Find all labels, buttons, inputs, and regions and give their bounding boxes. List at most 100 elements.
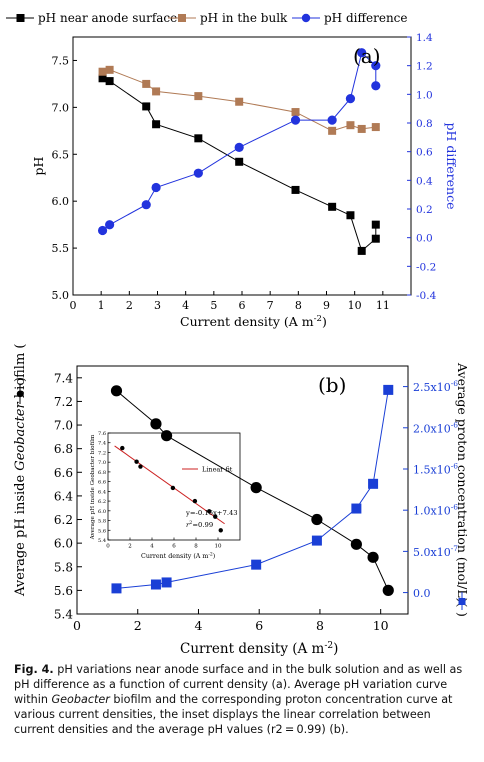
caption-label: Fig. 4. — [14, 663, 54, 676]
y-axis-label-a: pH — [31, 156, 46, 175]
inset-y-tick-label: 6.0 — [98, 509, 106, 515]
y2-tick-label-b: 0.0 — [413, 587, 431, 600]
x-tick-label-a: 0 — [70, 299, 77, 312]
inset-x-tick-label: 4 — [150, 544, 154, 550]
inset-point — [170, 485, 176, 491]
legend-anode: pH near anode surface — [38, 11, 177, 25]
data-point-a-0 — [98, 74, 107, 83]
inset-x-ticks: 0 2 4 6 8 10 — [106, 537, 222, 550]
inset-point — [138, 464, 143, 469]
data-point-a-1 — [346, 121, 355, 130]
y-ticks-b: 5.4 5.6 5.8 6.0 6.2 6.4 6.6 6.8 7.0 7.2 7.4 — [54, 371, 82, 622]
x-tick-label-a: 3 — [154, 299, 161, 312]
inset-y-tick-label: 5.4 — [98, 538, 106, 544]
inset-x-tick-label: 6 — [172, 544, 176, 550]
data-point-b-0 — [250, 482, 262, 494]
inset-y-label: Average pH inside Geobacter biofilm — [90, 434, 96, 540]
y-tick-label-a: 5.0 — [52, 289, 70, 302]
x-tick-label-b: 0 — [73, 618, 81, 633]
y2-tick-label-a: 0.0 — [416, 233, 433, 245]
y2-tick-label-a: 0.4 — [416, 175, 433, 187]
svg-text:): ) — [455, 612, 470, 617]
inset-y-tick-label: 7.0 — [98, 460, 106, 466]
inset-fit-line — [114, 445, 225, 525]
x-tick-label-a: 1 — [98, 299, 105, 312]
data-point-a-1 — [194, 92, 203, 101]
y-tick-label-a: 6.0 — [52, 195, 70, 208]
legend-diff: pH difference — [324, 11, 408, 25]
x-tick-label-a: 11 — [376, 299, 390, 312]
data-point-b-0 — [150, 418, 162, 430]
data-point-a-2 — [151, 182, 161, 193]
data-point-b-1 — [161, 577, 172, 588]
data-point-a-2 — [327, 115, 337, 125]
inset-y-tick-label: 7.2 — [98, 450, 106, 456]
y2-axis-label-marker-b — [458, 598, 466, 605]
data-point-a-2 — [234, 142, 244, 152]
inset-y-ticks: 5.4 5.6 5.8 6.0 6.2 6.4 6.6 6.8 7.0 7.2 7.4 7.6 — [98, 431, 111, 544]
y2-axis-label-b: Average proton concentration (mol/L)( ) — [455, 362, 470, 617]
inset-y-tick-label: 6.6 — [98, 480, 106, 486]
inset-y-tick-label: 7.6 — [98, 431, 106, 437]
y-axis-label-b: Average pH inside Geobacter biofilm ( ) — [13, 343, 28, 597]
y-axis-label-marker-b — [16, 390, 24, 398]
y-tick-label-b: 7.0 — [54, 419, 73, 433]
x-axis-label-b: Current density (A m-2) — [180, 641, 338, 657]
y2-ticks-b: 0.0 5.0x10-7 1.0x10-6 1.5x10-6 2.0x10-6 2.5x1… — [403, 379, 458, 600]
x-tick-label-a: 4 — [182, 299, 189, 312]
data-point-b-1 — [150, 579, 161, 590]
inset-points — [120, 445, 223, 533]
figure: pH near anode surface pH in the bulk pH … — [6, 11, 470, 657]
svg-text:Average pH inside Geobacter bi: Average pH inside Geobacter biofilm ( — [13, 343, 28, 597]
x-tick-label-b: 8 — [316, 618, 324, 633]
legend-marker-anode — [16, 14, 25, 22]
x-ticks-b: 0 2 4 6 8 10 — [73, 609, 389, 633]
inset-y-tick-label: 5.8 — [98, 519, 106, 525]
data-point-a-1 — [357, 124, 366, 133]
caption-text-1: pH variations near anode surface and in … — [14, 663, 463, 706]
inset-point — [218, 528, 223, 533]
y-ticks-a: 5.0 5.5 6.0 6.5 7.0 7.5 — [52, 54, 77, 302]
inset-y-tick-label: 6.4 — [98, 489, 106, 495]
y2-tick-label-a: 1.2 — [416, 61, 433, 73]
data-point-b-0 — [350, 538, 362, 550]
data-point-a-1 — [328, 126, 337, 135]
data-point-a-0 — [291, 185, 300, 194]
x-tick-label-b: 2 — [134, 618, 142, 633]
inset-x-tick-label: 0 — [106, 544, 110, 550]
x-tick-label-a: 7 — [267, 299, 274, 312]
y2-tick-label-a: 1.0 — [416, 89, 433, 101]
x-tick-label-a: 2 — [126, 299, 133, 312]
data-point-b-1 — [368, 478, 379, 489]
inset-x-label: Current density (A m-2) — [141, 552, 215, 561]
y2-tick-label-b: 2.5x10-6 — [413, 379, 458, 394]
legend-bulk: pH in the bulk — [200, 11, 288, 25]
data-point-b-0 — [367, 551, 379, 563]
y-tick-label-a: 7.5 — [52, 54, 70, 67]
data-point-b-1 — [111, 583, 122, 594]
data-point-b-1 — [311, 535, 322, 546]
y-tick-label-b: 7.4 — [54, 371, 73, 385]
data-point-a-2 — [290, 115, 301, 125]
inset-y-tick-label: 6.8 — [98, 470, 106, 476]
data-point-a-2 — [371, 81, 381, 91]
inset-y-tick-label: 7.4 — [98, 441, 106, 447]
x-tick-label-a: 8 — [295, 299, 302, 312]
data-point-a-2 — [141, 200, 151, 210]
inset-point — [213, 514, 218, 519]
x-tick-label-a: 6 — [239, 299, 246, 312]
x-tick-label-a: 10 — [348, 299, 362, 312]
data-point-b-0 — [110, 385, 123, 397]
inset-y-tick-label: 6.2 — [98, 499, 106, 505]
caption-text-2: biofilm and the corresponding proton con… — [14, 693, 453, 736]
y-tick-label-a: 5.5 — [52, 242, 70, 255]
y2-tick-label-a: -0.4 — [416, 290, 437, 302]
x-tick-label-a: 5 — [210, 299, 217, 312]
x-tick-label-b: 4 — [194, 618, 202, 633]
data-point-a-1 — [105, 65, 114, 74]
series-marks-a — [97, 48, 381, 255]
y2-ticks-a: -0.4 -0.2 0.0 0.2 0.4 0.6 0.8 1.0 1.2 1.4 — [407, 32, 437, 302]
data-point-a-0 — [328, 202, 337, 211]
y-tick-label-b: 5.8 — [54, 560, 73, 574]
y-tick-label-b: 6.8 — [54, 442, 73, 456]
